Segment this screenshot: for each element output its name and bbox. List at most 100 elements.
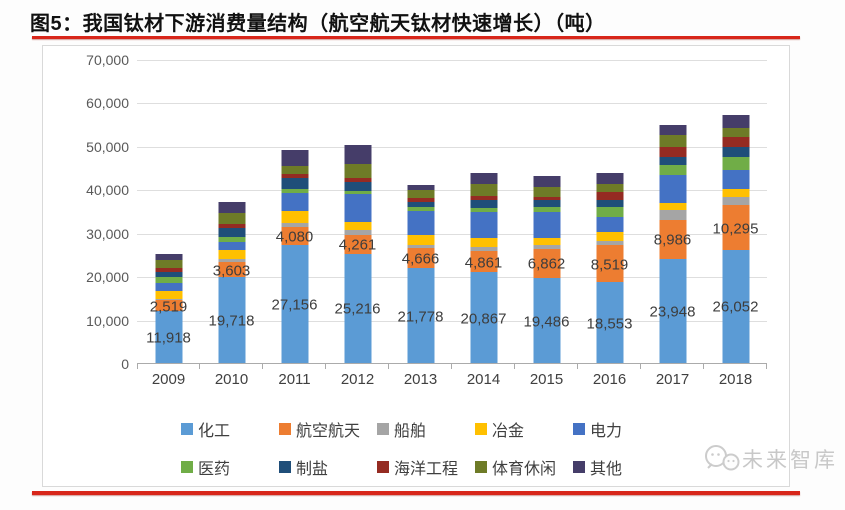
legend-label: 医药 <box>198 461 231 478</box>
bar-segment <box>155 290 182 300</box>
data-label: 4,861 <box>464 254 503 272</box>
bar-slot: 18,553 8,519 2016 <box>578 60 641 388</box>
bar-segment <box>218 259 245 262</box>
bar-segment <box>281 245 308 363</box>
x-axis-tick-label: 2010 <box>214 371 249 388</box>
y-axis-tick-label: 70,000 <box>86 52 129 68</box>
data-label: 25,216 <box>334 300 381 318</box>
legend-label: 冶金 <box>492 423 525 440</box>
bar-segment <box>281 178 308 190</box>
data-label: 4,080 <box>275 228 314 246</box>
legend-label: 其他 <box>590 461 623 478</box>
bar-segment <box>596 191 623 201</box>
bar-segment <box>470 211 497 238</box>
bar-segment <box>596 232 623 241</box>
bar-segment <box>218 202 245 213</box>
stacked-bar <box>596 173 623 363</box>
bar-segment <box>722 147 749 157</box>
legend-item: 化工 <box>181 417 279 441</box>
bar-segment <box>596 184 623 192</box>
bar-slot: 20,867 4,861 2014 <box>452 60 515 388</box>
axis-tick <box>451 364 452 369</box>
bar-segment <box>344 235 371 254</box>
bar-segment <box>281 223 308 228</box>
data-label: 6,862 <box>527 255 566 273</box>
bar-segment <box>659 146 686 157</box>
bar-segment <box>218 227 245 237</box>
bar-segment <box>344 145 371 164</box>
bar-segment <box>218 261 245 278</box>
stacked-bar <box>155 254 182 363</box>
legend-item: 制盐 <box>279 455 377 479</box>
bar-segment <box>659 174 686 204</box>
bar-slot: 21,778 4,666 2013 <box>389 60 452 388</box>
gridline <box>137 233 767 235</box>
bar-segment <box>659 135 686 147</box>
bar-segment <box>218 250 245 260</box>
legend-item: 电力 <box>573 417 671 441</box>
bar-segment <box>659 203 686 210</box>
bar-slot: 25,216 4,261 2012 <box>326 60 389 388</box>
legend-label: 航空航天 <box>296 423 361 440</box>
bar-segment <box>533 212 560 238</box>
x-axis-tick-label: 2011 <box>278 371 311 388</box>
legend-swatch-icon <box>475 461 487 473</box>
bar-segment <box>533 200 560 208</box>
axis-tick <box>388 364 389 369</box>
bar-segment <box>470 237 497 247</box>
axis-tick <box>640 364 641 369</box>
bar-segment <box>470 207 497 212</box>
legend-swatch-icon <box>181 423 193 435</box>
stacked-bar <box>722 114 749 363</box>
bar-segment <box>344 221 371 231</box>
bar-segment <box>344 253 371 363</box>
bar-segment <box>407 244 434 249</box>
title-underline <box>32 36 800 39</box>
bar-segment <box>722 114 749 128</box>
bar-segment <box>533 278 560 363</box>
data-label: 21,778 <box>397 308 444 326</box>
legend-label: 海洋工程 <box>394 461 459 478</box>
legend-item: 其他 <box>573 455 671 479</box>
bar-segment <box>659 125 686 135</box>
bar-segment <box>722 127 749 138</box>
bar-slot: 19,718 3,603 2010 <box>200 60 263 388</box>
bar-segment <box>407 198 434 203</box>
plot-area: 11,918 2,519 2009 19,718 3,603 2010 27,156 4,08… <box>137 60 767 388</box>
bar-segment <box>722 189 749 197</box>
legend-item: 海洋工程 <box>377 455 475 479</box>
x-axis-tick-label: 2016 <box>592 371 627 388</box>
axis-tick <box>137 364 138 369</box>
y-axis-tick-label: 20,000 <box>86 269 129 286</box>
gridline <box>137 60 767 61</box>
bar-segment <box>407 185 434 190</box>
stacked-bar <box>659 125 686 363</box>
bar-segment <box>155 271 182 278</box>
data-label: 4,261 <box>338 236 377 254</box>
bar-segment <box>155 300 182 312</box>
legend-swatch-icon <box>377 423 389 435</box>
stacked-bar <box>218 202 245 363</box>
bar-segment <box>722 249 749 363</box>
legend-swatch-icon <box>573 423 585 435</box>
bar-segment <box>470 183 497 196</box>
y-axis-tick-label: 60,000 <box>86 95 129 112</box>
figure-title: 图5：我国钛材下游消费量结构（航空航天钛材快速增长）（吨） <box>30 13 606 35</box>
data-label: 3,603 <box>212 262 251 280</box>
bar-segment <box>218 212 245 225</box>
data-label: 23,948 <box>649 303 696 321</box>
legend-label: 电力 <box>590 423 623 440</box>
watermark: 未来智库 <box>702 444 838 474</box>
bar-segment <box>155 267 182 272</box>
bar-segment <box>659 219 686 259</box>
bar-segment <box>533 244 560 249</box>
bar-segment <box>155 277 182 283</box>
x-axis-tick-label: 2013 <box>403 371 438 388</box>
axis-tick <box>325 364 326 369</box>
legend-swatch-icon <box>377 461 389 473</box>
legend-swatch-icon <box>279 423 291 435</box>
bar-segment <box>281 174 308 179</box>
y-axis-tick-label: 30,000 <box>86 225 129 242</box>
bar-segment <box>659 156 686 165</box>
